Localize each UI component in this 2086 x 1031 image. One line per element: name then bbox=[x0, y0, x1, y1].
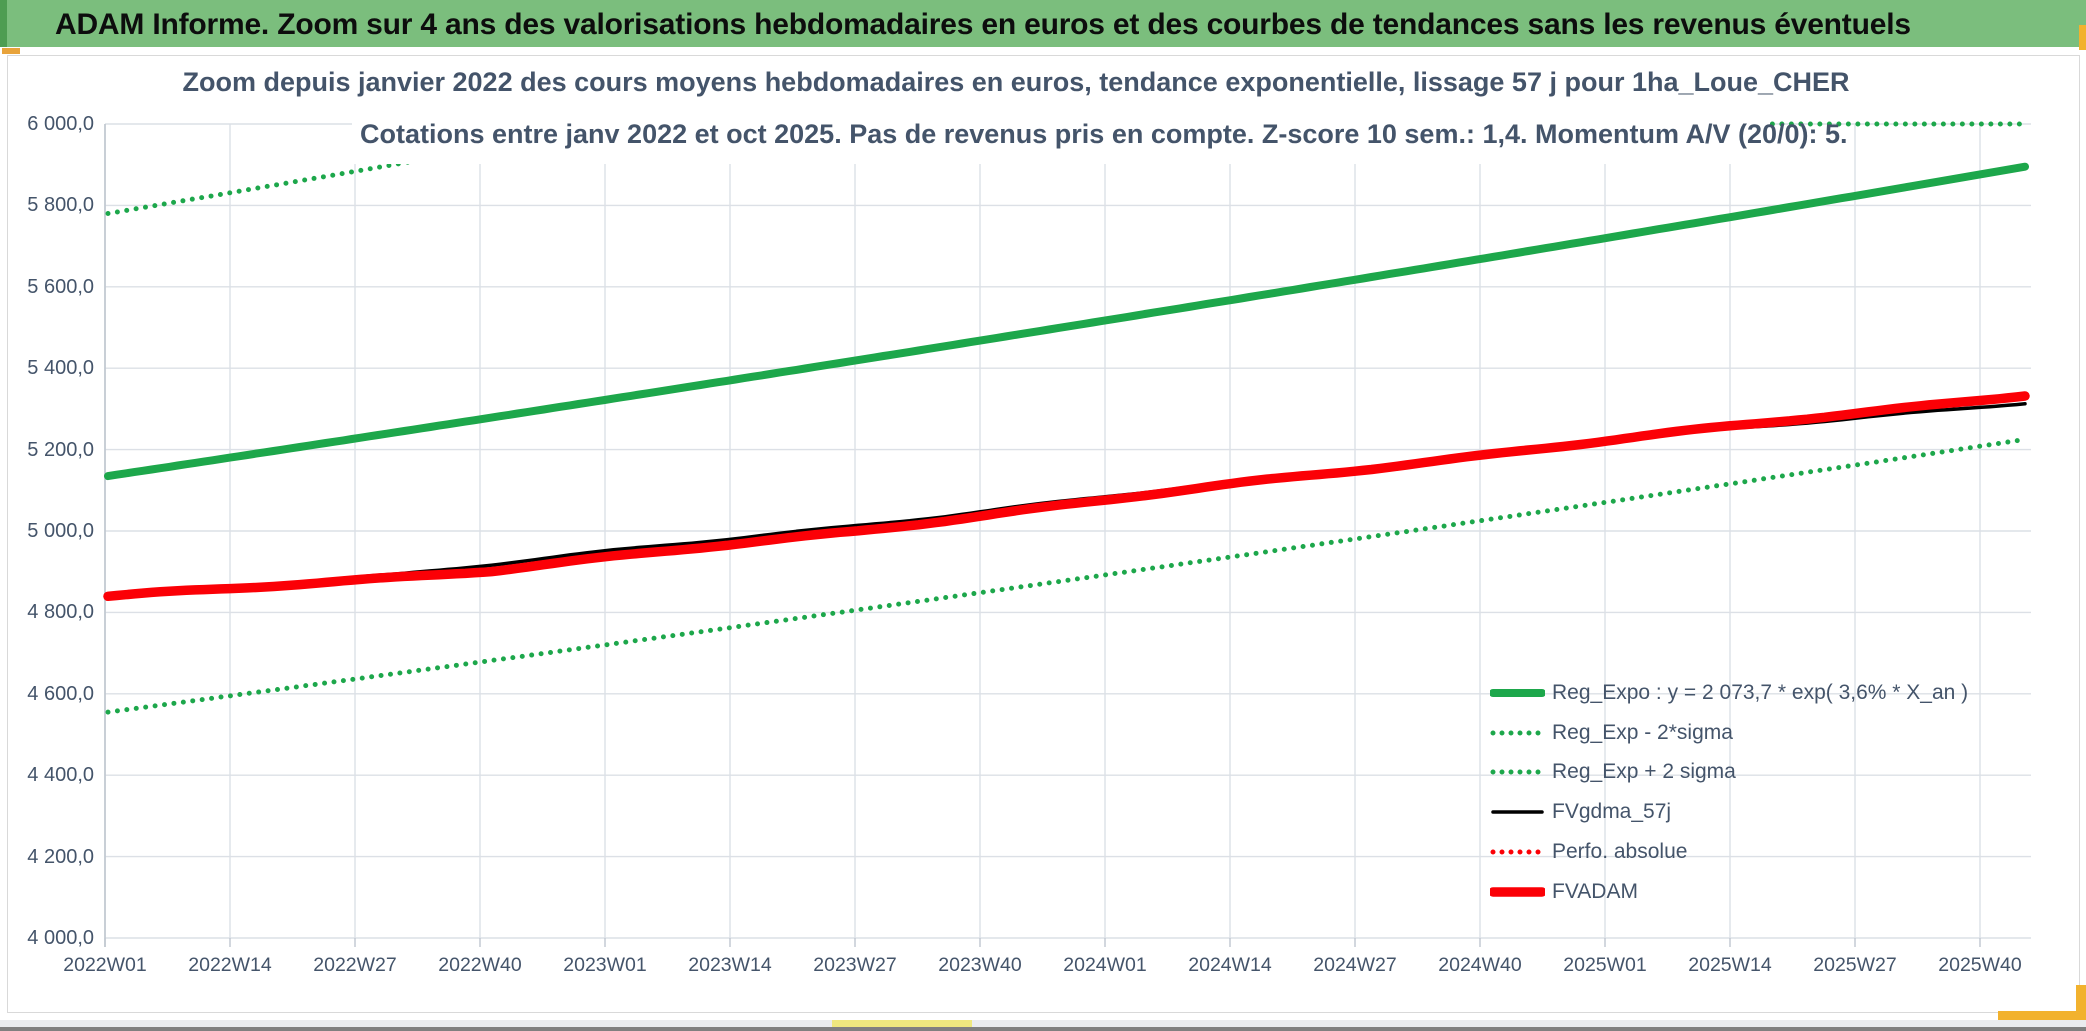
legend-label: Reg_Exp + 2 sigma bbox=[1552, 760, 1736, 784]
x-tick-label: 2024W14 bbox=[1188, 954, 1272, 976]
legend-item: Reg_Exp - 2*sigma bbox=[1490, 713, 1968, 753]
header-left-accent bbox=[0, 0, 7, 47]
gold-top-right-accent bbox=[2079, 25, 2086, 50]
y-tick-label: 5 400,0 bbox=[27, 357, 94, 380]
x-tick-label: 2024W40 bbox=[1438, 954, 1522, 976]
x-tick-label: 2024W01 bbox=[1063, 954, 1147, 976]
x-tick-label: 2025W14 bbox=[1688, 954, 1772, 976]
x-tick-label: 2025W40 bbox=[1938, 954, 2022, 976]
bottom-gray-strip bbox=[0, 1020, 2086, 1027]
x-tick-label: 2024W27 bbox=[1313, 954, 1397, 976]
x-tick-label: 2022W27 bbox=[313, 954, 397, 976]
legend-swatch-icon bbox=[1490, 730, 1545, 736]
legend-label: Reg_Exp - 2*sigma bbox=[1552, 720, 1733, 744]
gold-dash-accent bbox=[2, 48, 20, 54]
gold-bottom-right-vertical bbox=[2076, 985, 2086, 1020]
x-tick-label: 2023W27 bbox=[813, 954, 897, 976]
legend-label: Perfo. absolue bbox=[1552, 840, 1688, 864]
legend-label: FVADAM bbox=[1552, 879, 1638, 903]
header-title: ADAM Informe. Zoom sur 4 ans des valoris… bbox=[55, 8, 1911, 41]
y-tick-label: 6 000,0 bbox=[27, 113, 94, 135]
x-tick-label: 2023W01 bbox=[563, 954, 647, 976]
y-tick-label: 4 000,0 bbox=[27, 927, 94, 949]
y-tick-label: 4 200,0 bbox=[27, 845, 94, 868]
y-tick-label: 5 000,0 bbox=[27, 520, 94, 542]
fvadam-line bbox=[103, 391, 2030, 602]
legend-swatch-icon bbox=[1490, 769, 1545, 775]
legend-label: Reg_Expo : y = 2 073,7 * exp( 3,6% * X_a… bbox=[1552, 680, 1969, 704]
x-tick-label: 2025W27 bbox=[1813, 954, 1897, 976]
bottom-window-edge bbox=[0, 1027, 2086, 1031]
bottom-yellow-highlight bbox=[832, 1020, 972, 1027]
y-tick-label: 4 400,0 bbox=[27, 764, 94, 787]
y-tick-label: 5 800,0 bbox=[27, 194, 94, 217]
legend-item: FVgdma_57j bbox=[1490, 792, 1968, 832]
header-bar: ADAM Informe. Zoom sur 4 ans des valoris… bbox=[0, 0, 2086, 47]
chart-legend: Reg_Expo : y = 2 073,7 * exp( 3,6% * X_a… bbox=[1490, 673, 1968, 912]
chart-title-line2: Cotations entre janv 2022 et oct 2025. P… bbox=[352, 106, 1848, 164]
y-tick-label: 4 800,0 bbox=[27, 601, 94, 624]
x-tick-label: 2022W40 bbox=[438, 954, 522, 976]
x-tick-label: 2025W01 bbox=[1563, 954, 1647, 976]
legend-swatch-icon bbox=[1490, 849, 1545, 855]
x-tick-label: 2023W14 bbox=[688, 954, 772, 976]
legend-swatch-icon bbox=[1490, 688, 1545, 697]
reg-exp-minus-2sigma-line bbox=[105, 436, 2028, 715]
legend-item: Reg_Expo : y = 2 073,7 * exp( 3,6% * X_a… bbox=[1490, 673, 1968, 713]
legend-swatch-icon bbox=[1490, 887, 1545, 897]
legend-swatch-icon bbox=[1491, 810, 1544, 815]
y-tick-label: 5 600,0 bbox=[27, 275, 94, 298]
legend-label: FVgdma_57j bbox=[1552, 800, 1672, 824]
y-tick-label: 5 200,0 bbox=[27, 438, 94, 461]
legend-item: Perfo. absolue bbox=[1490, 832, 1968, 872]
x-tick-label: 2022W01 bbox=[63, 954, 147, 976]
legend-item: FVADAM bbox=[1490, 872, 1968, 912]
gold-bottom-right-horizontal bbox=[1998, 1011, 2086, 1020]
legend-item: Reg_Exp + 2 sigma bbox=[1490, 753, 1968, 793]
reg-expo-line bbox=[104, 162, 2029, 481]
x-tick-label: 2023W40 bbox=[938, 954, 1022, 976]
chart-title-line1: Zoom depuis janvier 2022 des cours moyen… bbox=[172, 56, 1860, 106]
x-tick-label: 2022W14 bbox=[188, 954, 272, 976]
y-tick-label: 4 600,0 bbox=[27, 682, 94, 705]
